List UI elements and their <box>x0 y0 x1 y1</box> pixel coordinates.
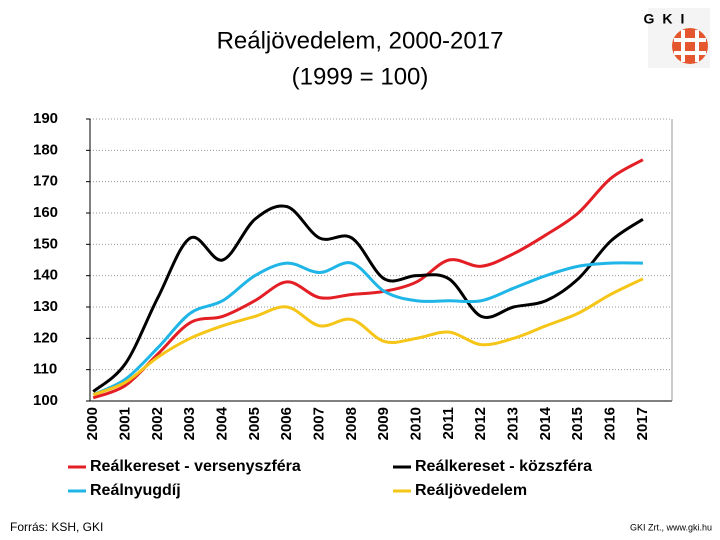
legend-label: Reálnyugdíj <box>90 482 181 499</box>
y-tick-label: 120 <box>33 329 58 346</box>
x-tick-label: 2017 <box>634 407 651 440</box>
x-tick-label: 2005 <box>246 407 263 440</box>
series-line <box>92 204 644 393</box>
x-tick-label: 2016 <box>602 407 619 440</box>
credit: GKI Zrt., www.gki.hu <box>630 522 712 532</box>
x-tick-label: 2003 <box>181 407 198 440</box>
y-tick-label: 180 <box>33 141 58 158</box>
y-tick-label: 110 <box>33 361 57 378</box>
y-tick-label: 170 <box>33 173 58 190</box>
series-line <box>92 277 644 397</box>
logo-cross <box>674 30 706 62</box>
y-tick-label: 160 <box>33 204 58 221</box>
x-tick-label: 2009 <box>375 407 392 440</box>
source: Forrás: KSH, GKI <box>10 520 103 534</box>
y-tick-label: 130 <box>33 298 58 315</box>
logo-text: GKI <box>644 11 693 27</box>
logo-circle <box>672 28 708 64</box>
chart-subtitle: (1999 = 100) <box>292 63 429 90</box>
legend-label: Reáljövedelem <box>415 482 527 499</box>
x-tick-label: 2004 <box>214 406 231 440</box>
x-tick-label: 2000 <box>84 407 101 440</box>
x-tick-label: 2001 <box>117 407 134 440</box>
x-tick-label: 2006 <box>278 407 295 440</box>
y-tick-label: 100 <box>33 392 58 409</box>
x-tick-label: 2008 <box>343 407 360 440</box>
x-tick-label: 2015 <box>569 407 586 440</box>
x-tick-label: 2010 <box>408 407 425 440</box>
series-line <box>92 261 643 397</box>
legend-label: Reálkereset - versenyszféra <box>90 458 301 475</box>
x-tick-label: 2007 <box>311 407 328 440</box>
logo: GKI <box>644 8 710 68</box>
x-tick-label: 2011 <box>440 407 457 440</box>
legend-label: Reálkereset - közszféra <box>415 458 592 475</box>
y-tick-label: 150 <box>33 235 58 252</box>
chart-title: Reáljövedelem, 2000-2017 <box>217 27 504 54</box>
y-tick-label: 140 <box>33 267 58 284</box>
x-tick-label: 2002 <box>149 407 166 440</box>
series-line <box>92 158 644 400</box>
x-tick-label: 2012 <box>472 407 489 440</box>
x-tick-label: 2014 <box>537 406 554 440</box>
x-tick-label: 2013 <box>505 407 522 440</box>
y-tick-label: 190 <box>33 110 58 127</box>
